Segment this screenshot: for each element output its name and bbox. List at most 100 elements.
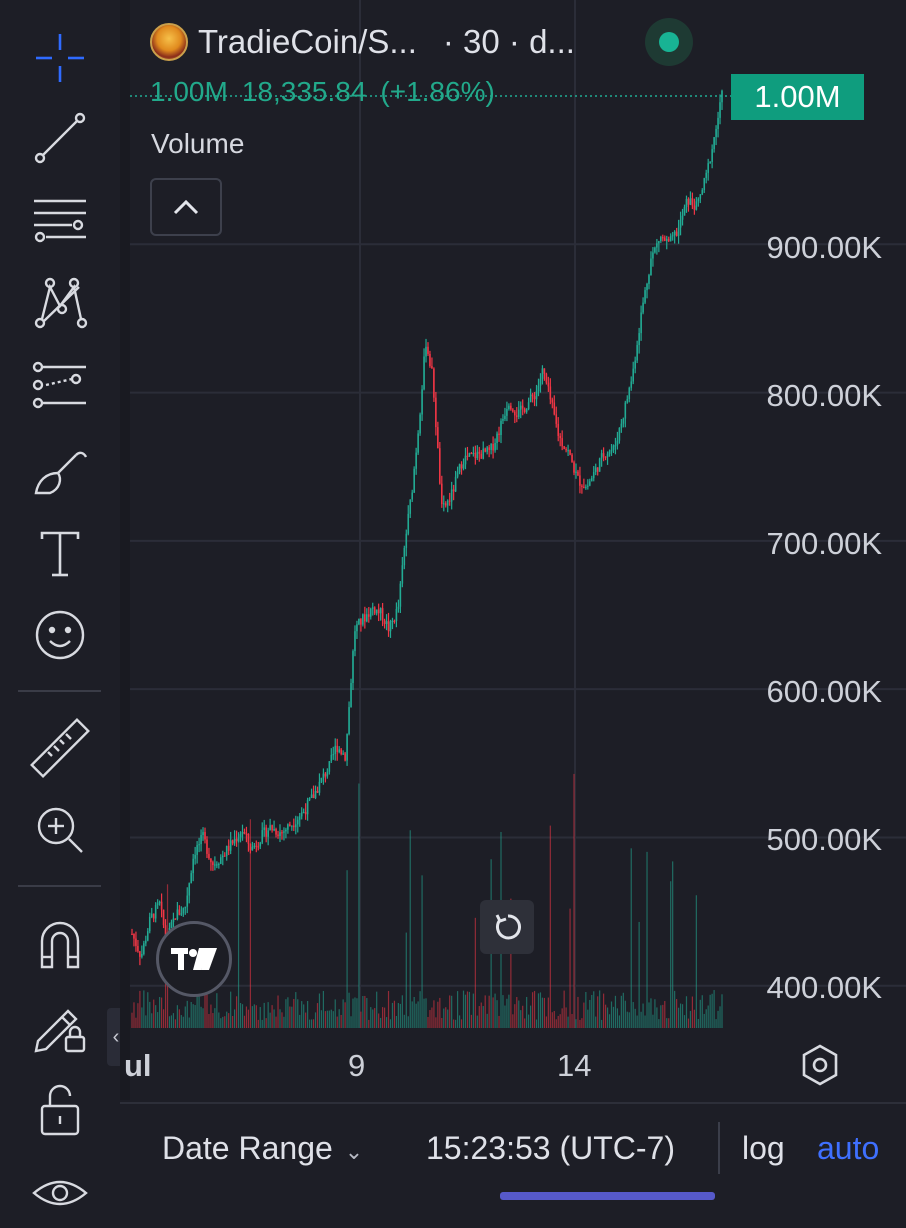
candle-body: [598, 458, 601, 472]
magnet-icon[interactable]: [20, 908, 100, 978]
volume-bar: [642, 1003, 644, 1028]
candle-body: [685, 198, 688, 207]
candle-body: [308, 797, 311, 800]
market-status-indicator[interactable]: [645, 18, 693, 66]
candle-body: [300, 812, 303, 817]
legend-change-value: (+1.86%): [380, 76, 495, 107]
candle-body: [352, 651, 354, 684]
log-scale-toggle[interactable]: log: [742, 1130, 785, 1166]
y-tick-label: 900.00K: [766, 230, 883, 265]
x-tick-label: 9: [348, 1048, 366, 1083]
candle-body: [585, 486, 587, 489]
candle-body: [683, 206, 686, 216]
candle-body: [206, 839, 208, 854]
auto-scale-toggle[interactable]: auto: [817, 1130, 880, 1166]
symbol-header[interactable]: TradieCoin/S... · 30 · d...: [150, 20, 575, 64]
candle-body: [636, 345, 638, 361]
candle-body: [701, 189, 704, 195]
candle-body: [150, 913, 153, 917]
pattern-icon[interactable]: [20, 268, 100, 338]
volume-indicator-label[interactable]: Volume: [151, 128, 245, 159]
candle-body: [533, 396, 536, 400]
candle-body: [158, 901, 161, 904]
reset-chart-button[interactable]: [480, 900, 534, 954]
fib-retracement-icon[interactable]: [20, 186, 100, 256]
brush-icon[interactable]: [20, 436, 100, 506]
candle-body: [296, 819, 299, 825]
eye-icon[interactable]: [20, 1158, 100, 1228]
volume-bar: [214, 1008, 216, 1028]
volume-bar: [443, 1008, 445, 1028]
volume-bar: [529, 1005, 532, 1028]
candle-body: [699, 194, 702, 199]
volume-bar: [218, 1012, 220, 1028]
volume-bar: [180, 1015, 182, 1028]
price-chart[interactable]: [130, 0, 906, 1100]
volume-bar: [699, 999, 701, 1028]
volume-bar: [610, 1001, 613, 1028]
volume-bar: [354, 997, 356, 1028]
volume-bar: [709, 994, 711, 1028]
symbol-name[interactable]: TradieCoin/S...: [198, 23, 417, 60]
date-range-dropdown[interactable]: Date Range ⌄: [162, 1130, 363, 1167]
tradingview-logo[interactable]: [156, 921, 232, 997]
volume-bar: [664, 1001, 666, 1028]
volume-bar: [265, 1018, 267, 1028]
volume-bar: [190, 1001, 192, 1028]
volume-bar: [383, 1007, 386, 1028]
chart-settings-button[interactable]: [798, 1040, 842, 1090]
volume-bar: [249, 819, 251, 1028]
volume-bar: [466, 991, 469, 1028]
volume-bar: [281, 1012, 283, 1028]
candle-body: [314, 790, 317, 799]
zoom-in-icon[interactable]: [20, 795, 100, 865]
interval-label[interactable]: · 30 · d...: [442, 23, 575, 60]
emoji-icon[interactable]: [20, 600, 100, 670]
trend-line-icon[interactable]: [20, 103, 100, 173]
unlock-icon[interactable]: [20, 1075, 100, 1145]
volume-bar: [237, 841, 240, 1028]
y-tick-label: 700.00K: [766, 526, 883, 561]
volume-bar: [589, 999, 591, 1028]
lock-drawing-icon[interactable]: [20, 990, 100, 1060]
candle-body: [719, 102, 721, 118]
crosshair-icon[interactable]: [20, 23, 100, 93]
prediction-icon[interactable]: [20, 352, 100, 422]
date-range-label: Date Range: [162, 1130, 333, 1166]
text-icon[interactable]: [20, 518, 100, 588]
candle-body: [535, 391, 538, 400]
volume-bar: [685, 996, 688, 1028]
volume-bar: [389, 1019, 392, 1028]
candle-body: [527, 402, 530, 410]
candle-body: [371, 607, 374, 609]
candle-body: [182, 908, 185, 914]
volume-bar: [131, 1012, 133, 1028]
candle-body: [377, 609, 380, 614]
candle-body: [531, 394, 534, 397]
volume-bar: [713, 990, 715, 1028]
candle-body: [500, 420, 502, 436]
volume-bar: [374, 1008, 376, 1028]
candle-body: [294, 824, 297, 828]
candle-body: [192, 858, 194, 874]
candle-body: [551, 399, 554, 403]
volume-bar: [303, 1004, 305, 1028]
volume-bar: [226, 1011, 228, 1028]
candle-body: [658, 241, 660, 244]
ruler-icon[interactable]: [20, 713, 100, 783]
candle-body: [312, 794, 315, 799]
candle-body: [324, 773, 327, 777]
candle-body: [367, 614, 370, 617]
volume-bar: [415, 1003, 417, 1028]
timezone-clock[interactable]: 15:23:53 (UTC-7): [426, 1130, 675, 1166]
candle-body: [610, 449, 613, 452]
candle-body: [549, 386, 552, 400]
candle-body: [476, 451, 479, 459]
candle-body: [634, 360, 636, 369]
volume-bar: [269, 1012, 271, 1028]
collapse-indicators-button[interactable]: [150, 178, 222, 236]
volume-bar: [157, 1012, 159, 1028]
volume-bar: [220, 1018, 222, 1028]
chart-canvas[interactable]: [130, 0, 906, 1100]
candle-body: [318, 781, 321, 793]
